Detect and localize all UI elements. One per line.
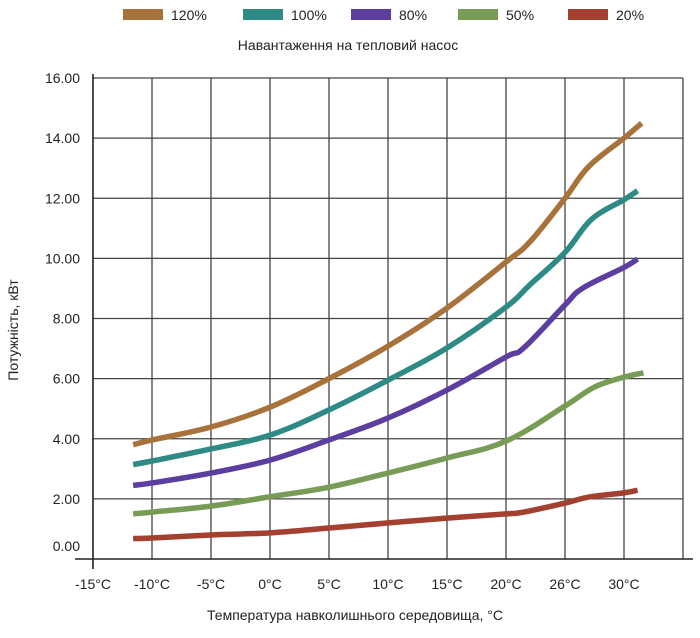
y-tick-label: 4.00: [53, 431, 80, 447]
y-tick-label: 8.00: [53, 311, 80, 327]
x-tick-label: 30°C: [608, 576, 639, 592]
legend-item: 50%: [458, 7, 534, 23]
y-tick-label: 16.00: [45, 70, 80, 86]
legend-item: 80%: [351, 7, 427, 23]
legend-swatch: [458, 9, 498, 20]
axes: [75, 74, 693, 569]
series-line-80pct: [132, 256, 640, 489]
legend-label: 100%: [291, 7, 327, 23]
y-axis-title: Потужність, кВт: [5, 279, 21, 381]
chart-title: Навантаження на тепловий насос: [238, 37, 458, 53]
y-tick-label: 12.00: [45, 190, 80, 206]
y-tick-label: 14.00: [45, 130, 80, 146]
legend-label: 20%: [616, 7, 644, 23]
x-tick-labels: -15°C -10°C -5°C 0°C 5°C 10°C 15°C 20°C 26°C 30°C: [75, 576, 640, 592]
y-tick-label: 2.00: [53, 491, 80, 507]
series-line-120pct: [132, 120, 644, 448]
x-tick-label: 10°C: [372, 576, 403, 592]
series-line-20pct: [133, 487, 639, 542]
series-lines: [132, 120, 645, 542]
x-tick-label: 20°C: [490, 576, 521, 592]
legend-label: 50%: [506, 7, 534, 23]
legend-item: 120%: [123, 7, 207, 23]
legend-item: 20%: [568, 7, 644, 23]
series-line-100pct: [132, 188, 640, 468]
legend: 120% 100% 80% 50% 20%: [123, 7, 644, 23]
x-tick-label: -10°C: [134, 576, 170, 592]
y-tick-label: 6.00: [53, 371, 80, 387]
x-tick-label: 15°C: [431, 576, 462, 592]
legend-swatch: [123, 9, 163, 20]
x-tick-label: -15°C: [75, 576, 111, 592]
x-tick-label: 5°C: [317, 576, 341, 592]
legend-swatch: [568, 9, 608, 20]
y-tick-labels: 0.00 2.00 4.00 6.00 8.00 10.00 12.00 14.00 16.00: [45, 70, 80, 554]
y-tick-label: 0.00: [53, 538, 80, 554]
x-axis-title: Температура навколишнього середовища, °C: [207, 607, 503, 623]
x-tick-label: 0°C: [258, 576, 282, 592]
legend-swatch: [351, 9, 391, 20]
x-tick-label: 26°C: [549, 576, 580, 592]
y-tick-label: 10.00: [45, 250, 80, 266]
x-tick-label: -5°C: [197, 576, 225, 592]
legend-label: 80%: [399, 7, 427, 23]
series-line-50pct: [132, 370, 645, 517]
legend-label: 120%: [171, 7, 207, 23]
legend-swatch: [243, 9, 283, 20]
legend-item: 100%: [243, 7, 327, 23]
